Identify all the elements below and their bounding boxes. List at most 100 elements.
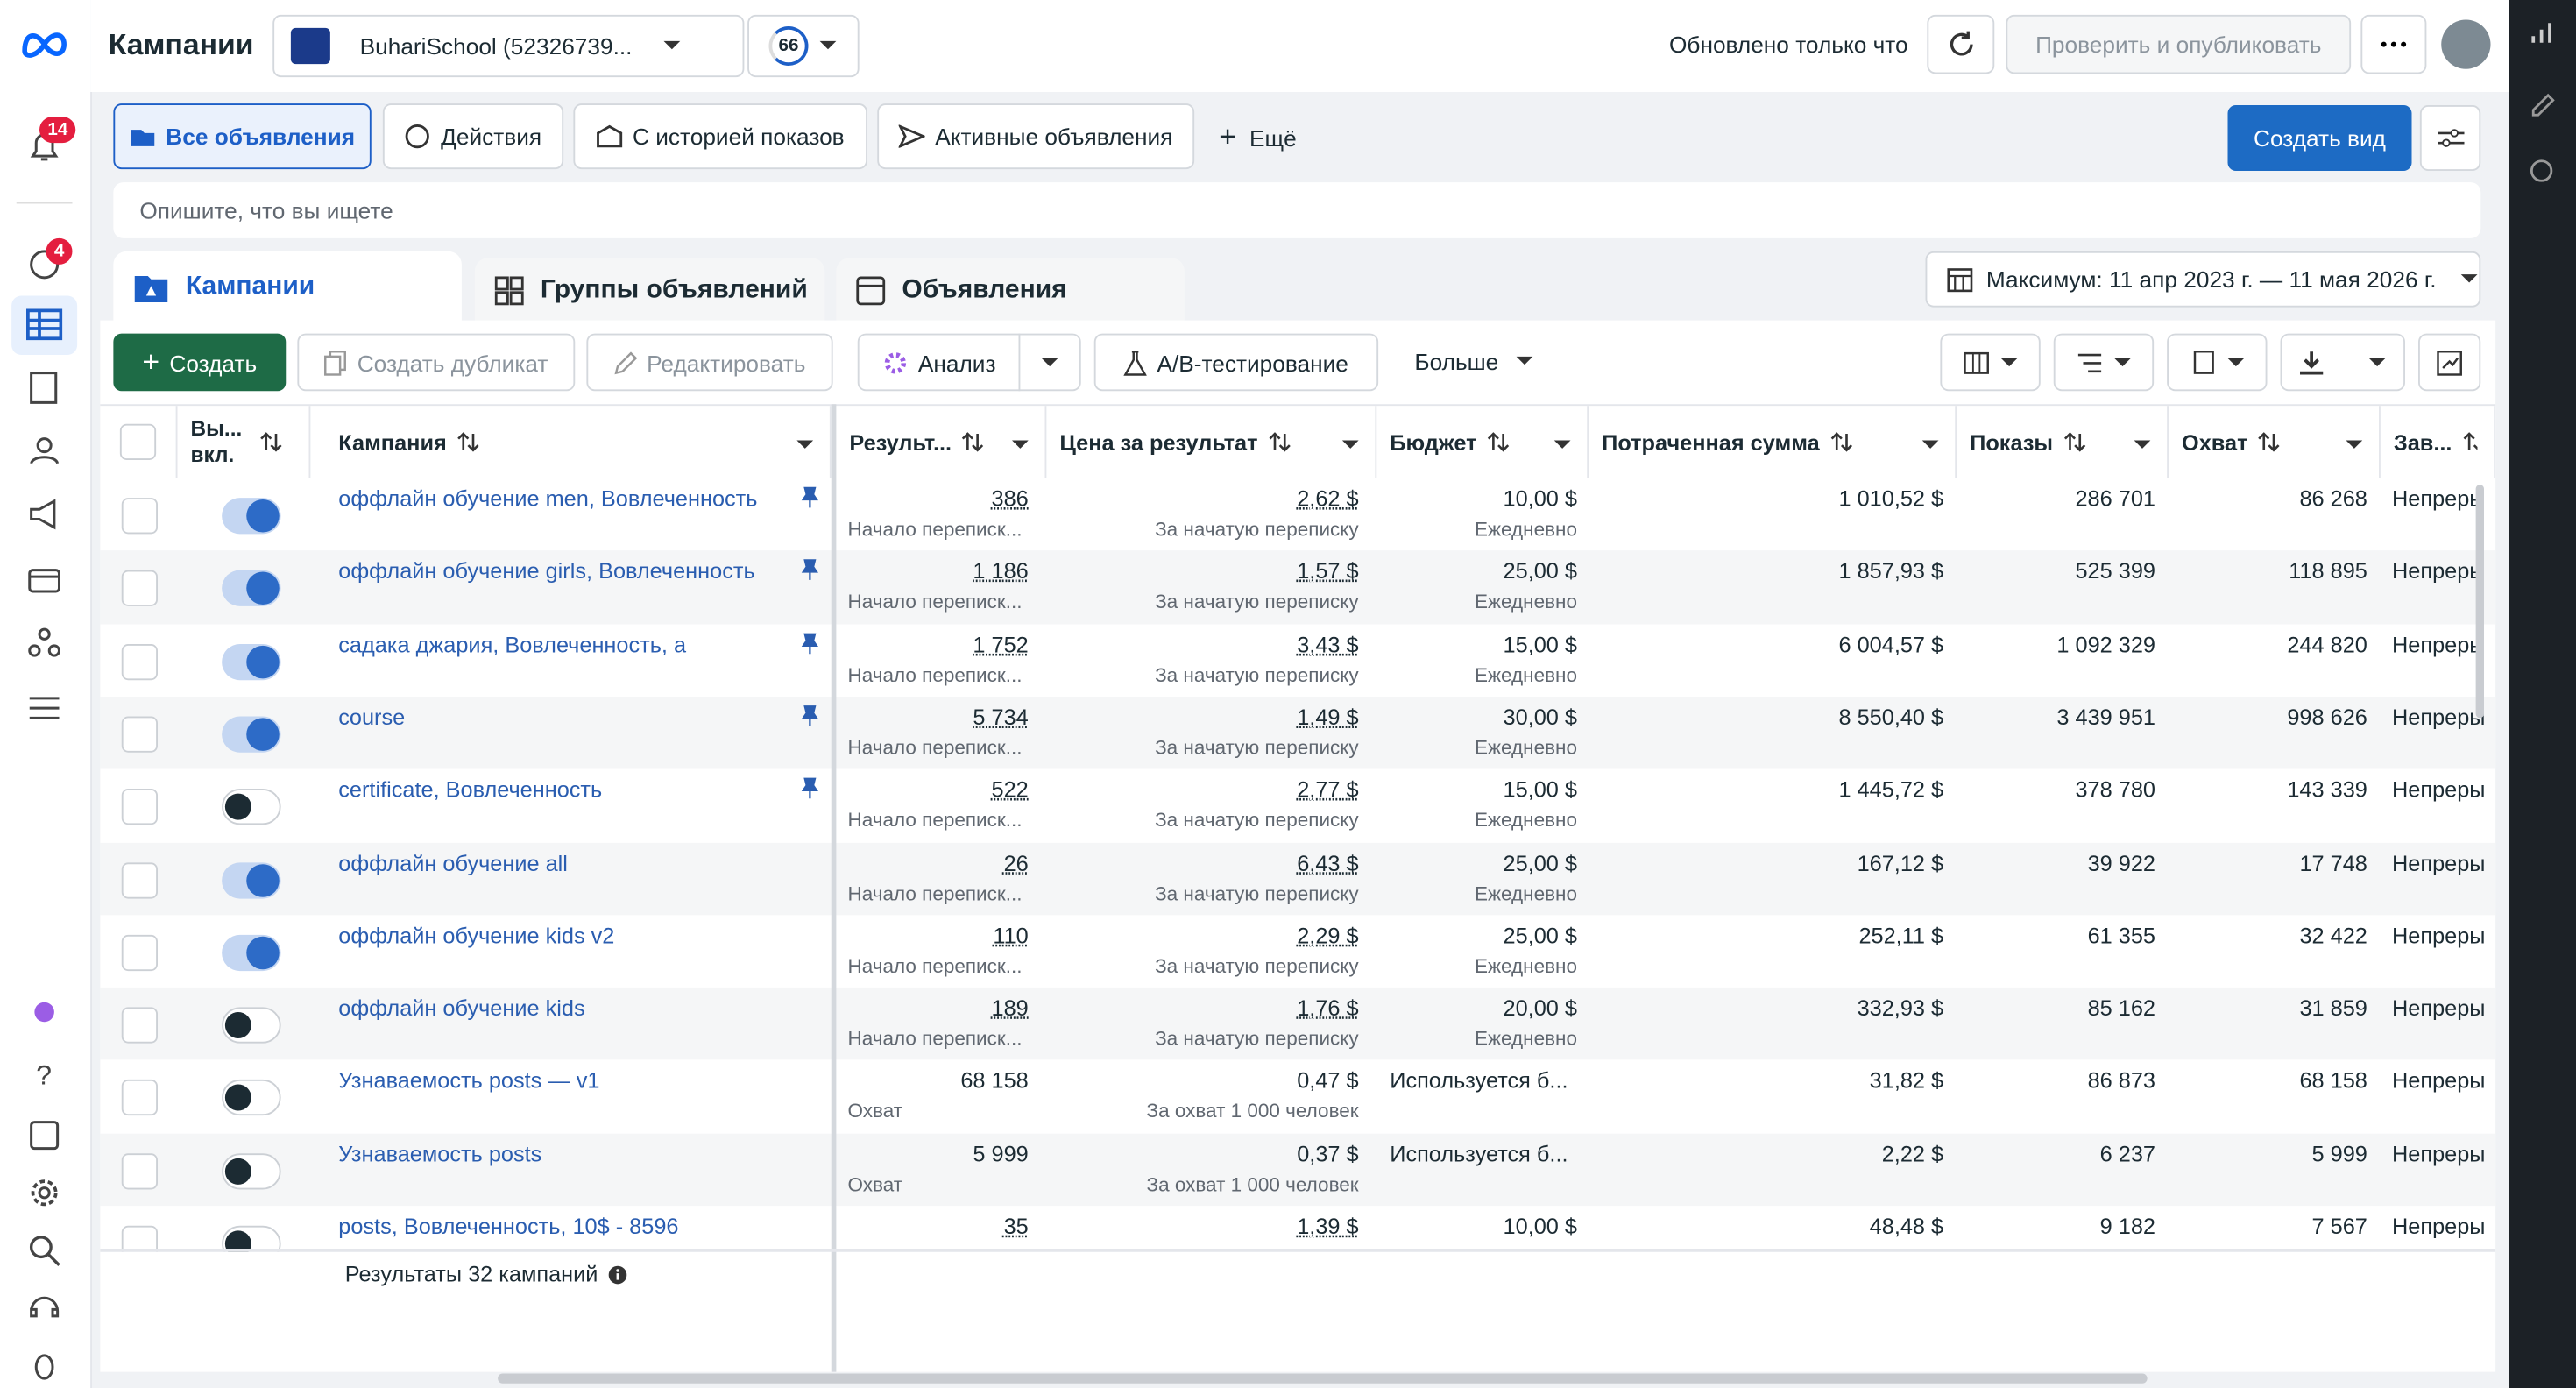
support-icon[interactable] [26,1290,62,1326]
campaign-name[interactable]: оффлайн обучение kids [338,995,585,1021]
columns-button[interactable] [1940,333,2041,392]
pages-icon[interactable] [26,370,62,406]
table-row[interactable]: Узнаваемость posts 5 999 Охват 0,37 $ За охв… [100,1133,2496,1207]
row-checkbox[interactable] [121,1007,158,1044]
filter-delivery[interactable]: С историей показов [573,103,867,170]
column-header[interactable]: Показы [1957,406,2169,478]
gauge-icon[interactable] [26,246,62,282]
row-checkbox[interactable] [121,861,158,898]
table-row[interactable]: оффлайн обучение kids v2 110 Начало перепи… [100,914,2496,988]
news-icon[interactable] [26,1117,62,1153]
campaign-name[interactable]: Узнаваемость posts [338,1141,542,1166]
help-icon[interactable]: ? [26,1057,62,1093]
table-row[interactable]: оффлайн обучение men, Вовлеченность 386 На… [100,478,2496,551]
table-row[interactable]: course 5 734 Начало переписк... 1,49 $ За на… [100,696,2496,769]
campaign-name[interactable]: оффлайн обучение girls, Вовлеченность [338,559,755,584]
date-range[interactable]: Максимум: 11 апр 2023 г. — 11 мая 2026 г… [1925,251,2481,308]
toggle[interactable] [222,789,281,825]
filter-all[interactable]: Все объявления [113,103,372,170]
campaign-name[interactable]: Узнаваемость posts — v1 [338,1068,600,1094]
network-icon[interactable] [26,625,62,661]
table-row[interactable]: оффлайн обучение all 26 Начало переписк...… [100,841,2496,915]
row-checkbox[interactable] [121,716,158,753]
more-menu[interactable]: Больше [1414,349,1534,375]
row-checkbox[interactable] [121,643,158,680]
score-selector[interactable]: 66 [747,14,860,78]
row-checkbox[interactable] [121,1225,158,1252]
table-icon[interactable] [26,308,63,343]
column-header[interactable]: Цена за результат [1046,406,1377,478]
bug-icon[interactable] [26,1348,62,1384]
column-header[interactable]: Зав... [2381,406,2496,478]
search-icon[interactable] [26,1232,62,1268]
audience-icon[interactable] [26,432,62,468]
campaign-name[interactable]: оффлайн обучение kids v2 [338,923,615,948]
campaign-name[interactable]: оффлайн обучение all [338,850,568,875]
toggle[interactable] [222,498,281,535]
toggle[interactable] [222,1225,281,1252]
side-panel-icons[interactable] [2529,20,2558,201]
row-checkbox[interactable] [121,1152,158,1189]
table-row[interactable]: certificate, Вовлеченность 522 Начало пере… [100,768,2496,842]
table-row[interactable]: Узнаваемость posts — v1 68 158 Охват 0,47 $… [100,1060,2496,1134]
duplicate-button[interactable]: Создать дубликат [297,333,576,392]
tab-adsets[interactable]: Группы объявлений [474,258,825,324]
edit-button[interactable]: Редактировать [586,333,833,392]
megaphone-icon[interactable] [26,496,62,532]
row-checkbox[interactable] [121,789,158,825]
vertical-scrollbar[interactable] [2475,485,2484,719]
ab-test-button[interactable]: A/B-тестирование [1093,333,1379,392]
export-button[interactable] [2280,333,2405,392]
table-row[interactable]: оффлайн обучение girls, Вовлеченность 1 1… [100,550,2496,624]
create-button[interactable]: + Создать [113,333,287,392]
table-row[interactable]: садака джария, Вовлеченность, а 1 752 Нача… [100,623,2496,697]
toggle[interactable] [222,643,281,680]
column-header[interactable]: Вы... вкл. [178,406,311,478]
pin-icon[interactable] [800,632,820,655]
column-header[interactable]: Результ... [836,406,1047,478]
toggle[interactable] [222,861,281,898]
column-header[interactable]: Охват [2169,406,2381,478]
ai-icon[interactable] [26,994,62,1030]
campaign-name[interactable]: certificate, Вовлеченность [338,777,603,803]
view-settings[interactable] [2419,105,2481,171]
toggle[interactable] [222,1152,281,1189]
table-row[interactable]: оффлайн обучение kids 189 Начало переписк.… [100,988,2496,1061]
toggle[interactable] [222,1080,281,1116]
campaign-name[interactable]: садака джария, Вовлеченность, а [338,632,687,657]
menu-icon[interactable] [26,690,62,726]
row-checkbox[interactable] [121,1080,158,1116]
column-header[interactable]: Потраченная сумма [1589,406,1957,478]
tab-campaigns[interactable]: Кампании [113,251,462,324]
settings-icon[interactable] [26,1175,62,1211]
breakdown-button[interactable] [2053,333,2155,392]
filter-active[interactable]: Активные объявления [877,103,1195,170]
table-row[interactable]: posts, Вовлеченность, 10$ - 8596 35 1,39 $… [100,1206,2496,1252]
campaign-name[interactable]: posts, Вовлеченность, 10$ - 8596 [338,1214,679,1239]
search-input[interactable]: Опишите, что вы ищете [113,182,2481,238]
pin-icon[interactable] [800,486,820,509]
toggle[interactable] [222,716,281,753]
pin-icon[interactable] [800,705,820,727]
analysis-dropdown[interactable] [1018,333,1081,392]
row-checkbox[interactable] [121,570,158,607]
pin-icon[interactable] [800,777,820,800]
charts-button[interactable] [2418,333,2481,392]
column-header[interactable]: Бюджет [1376,406,1589,478]
filter-more[interactable]: + Ещё [1219,119,1297,153]
publish-button[interactable]: Проверить и опубликовать [2006,14,2352,74]
account-selector[interactable]: BuhariSchool (52326739... [272,14,745,78]
pin-icon[interactable] [800,559,820,582]
analysis-button[interactable]: Анализ [857,333,1021,392]
tab-ads[interactable]: Объявления [836,258,1185,324]
column-header[interactable]: Кампания [325,406,832,478]
billing-icon[interactable] [26,562,62,598]
horizontal-scrollbar[interactable] [498,1373,2148,1384]
campaign-name[interactable]: course [338,705,406,730]
reports-button[interactable] [2167,333,2268,392]
avatar[interactable] [2441,19,2491,69]
row-checkbox[interactable] [121,498,158,535]
filter-actions[interactable]: Действия [382,103,564,170]
more-button[interactable] [2360,14,2427,74]
toggle[interactable] [222,934,281,971]
